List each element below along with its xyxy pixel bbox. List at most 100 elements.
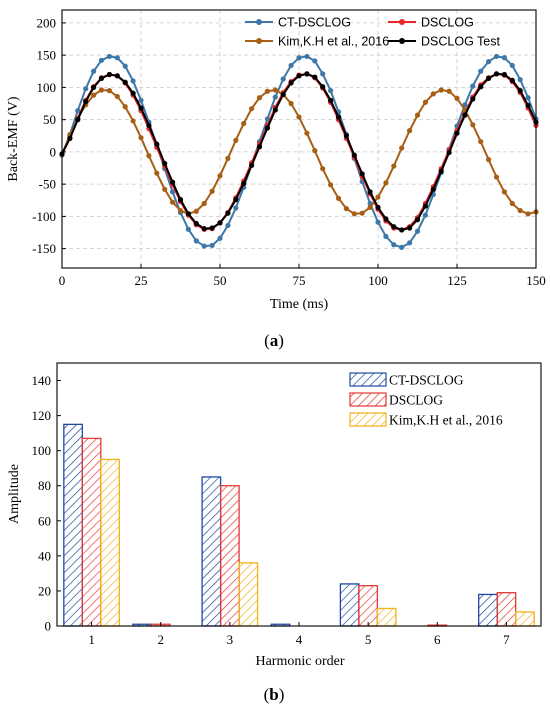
chart-a-data-point [193, 238, 199, 244]
chart-a-data-point [320, 84, 326, 90]
chart-a-data-point [146, 153, 152, 159]
panel-a-label-close: ) [278, 331, 284, 350]
chart-a-data-point [414, 112, 421, 118]
chart-a-data-point [225, 210, 231, 216]
chart-b-bar [63, 423, 83, 627]
chart-a-data-point [177, 207, 184, 214]
chart-a-data-point [335, 195, 342, 201]
chart-b-bar [515, 611, 535, 627]
chart-a-data-point [335, 114, 342, 120]
chart-a-data-point [249, 162, 255, 169]
chart-a-legend-marker [399, 38, 405, 44]
chart-a-y-ticks: -150 -100 -50 0 50 100 150 200 [32, 15, 66, 256]
chart-b-bar [201, 476, 222, 627]
chart-a-legend-label: DSCLOG [421, 16, 474, 30]
chart-a-legend-marker [399, 19, 405, 25]
chart-a-x-tick-label: 25 [135, 273, 148, 288]
chart-a-data-point [296, 114, 302, 120]
chart-a-y-tick-label: 100 [37, 80, 57, 95]
chart-a-data-point [201, 226, 207, 232]
chart-a-data-point [280, 91, 286, 98]
chart-b-x-tick-label: 5 [365, 632, 372, 647]
chart-a-data-point [343, 133, 349, 139]
chart-a-data-point [288, 80, 294, 86]
chart-a-data-point [470, 83, 476, 89]
chart-a-data-point [91, 68, 97, 74]
chart-b-y-tick-label: 20 [38, 583, 51, 598]
chart-a-data-point [162, 186, 168, 192]
chart-a-data-point [320, 166, 326, 172]
chart-a-data-point [272, 94, 278, 100]
panel-a-label: (a) [264, 331, 284, 350]
chart-a-legend-marker [256, 19, 262, 25]
chart-a-data-point [201, 200, 207, 207]
chart-a-data-point [233, 205, 239, 211]
chart-a-data-point [407, 240, 413, 246]
chart-a-data-point [478, 138, 484, 145]
chart-a-data-point [122, 79, 128, 85]
chart-a-data-point [422, 99, 428, 105]
chart-a-data-point [486, 157, 492, 163]
chart-a-data-point [114, 73, 120, 79]
chart-a-data-point [351, 152, 357, 158]
chart-b-y-tick-label: 40 [38, 548, 51, 563]
chart-a-data-point [304, 71, 310, 77]
chart-a-data-point [509, 62, 515, 69]
chart-a-data-point [296, 73, 302, 79]
chart-a-data-point [177, 197, 184, 203]
chart-a-data-point [454, 130, 460, 136]
chart-a-data-point [391, 242, 397, 248]
chart-a-data-point [462, 112, 468, 118]
chart-a-data-point [343, 206, 349, 212]
chart-a-y-tick-label: 200 [37, 15, 57, 30]
chart-a-data-point [517, 77, 523, 83]
harmonic-bar-chart: 1 2 3 4 5 6 7 0 20 40 60 80 100 120 140 Harmonic orde… [7, 362, 542, 704]
chart-b-x-tick-label: 2 [157, 632, 164, 647]
chart-a-data-point [414, 228, 421, 234]
chart-a-data-point [399, 145, 405, 151]
chart-a-data-point [446, 149, 452, 156]
chart-a-data-point [407, 225, 413, 231]
chart-a-data-point [185, 226, 191, 232]
panel-b-label-close: ) [279, 685, 285, 704]
chart-a-data-point [399, 227, 405, 233]
chart-b-x-tick-label: 7 [503, 632, 510, 647]
chart-a-data-point [304, 130, 310, 136]
chart-a-y-tick-label: -50 [39, 177, 56, 192]
chart-a-data-point [446, 88, 452, 94]
chart-a-data-point [320, 71, 326, 77]
chart-b-frame [56, 362, 542, 627]
chart-a-data-point [414, 217, 421, 223]
panel-b-label: (b) [264, 685, 285, 704]
chart-a-data-point [209, 188, 215, 194]
chart-a-data-point [422, 212, 428, 218]
chart-a-x-tick-label: 50 [214, 273, 227, 288]
chart-b-bar [100, 458, 120, 627]
chart-a-data-point [517, 88, 523, 94]
chart-a-data-point [462, 102, 468, 108]
chart-a-data-point [328, 97, 334, 103]
chart-a-data-point [430, 186, 436, 192]
chart-b-bar [358, 585, 379, 627]
panel-b-label-open: ( [264, 685, 270, 704]
chart-a-data-point [67, 135, 73, 141]
chart-b-bar [478, 593, 498, 627]
chart-a-data-point [193, 208, 199, 214]
chart-a-data-point [241, 120, 247, 127]
chart-a-data-point [391, 163, 397, 169]
chart-a-data-point [106, 53, 112, 60]
chart-b-x-tick-label: 6 [434, 632, 441, 647]
chart-a-data-point [359, 210, 365, 216]
chart-a-data-point [98, 57, 105, 63]
chart-a-y-tick-label: -100 [32, 209, 56, 224]
chart-a-data-point [407, 128, 413, 134]
chart-a-data-point [288, 62, 294, 69]
chart-a-data-point [170, 199, 176, 205]
chart-a-data-point [399, 244, 405, 250]
chart-a-data-point [138, 135, 144, 141]
chart-a-data-point [430, 91, 436, 97]
chart-a-data-point [272, 87, 278, 93]
chart-a-data-point [138, 105, 144, 111]
chart-a-data-point [185, 211, 191, 217]
chart-a-x-tick-label: 150 [526, 273, 546, 288]
